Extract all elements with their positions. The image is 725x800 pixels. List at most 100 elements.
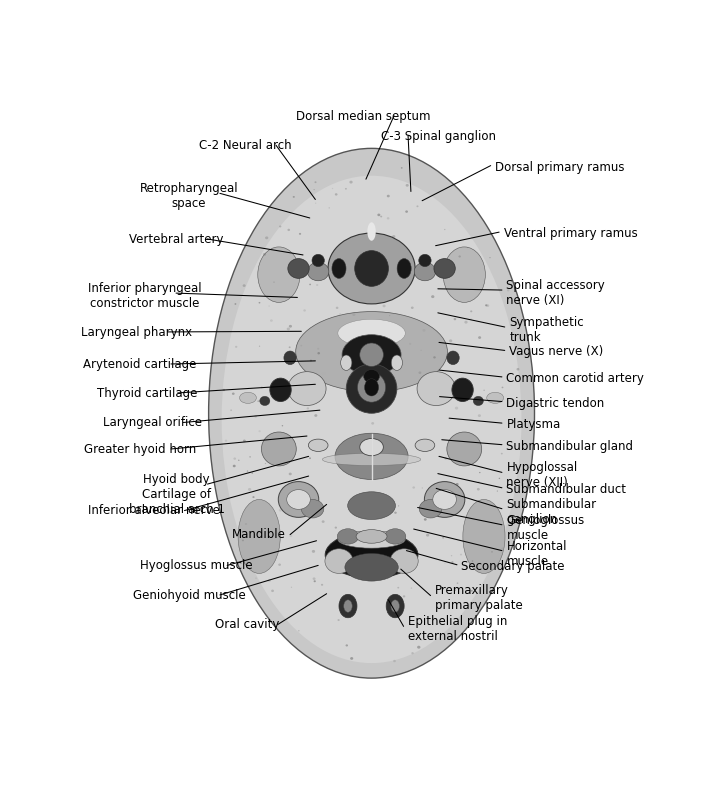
Text: Hyoglossus muscle: Hyoglossus muscle [140,559,252,572]
Ellipse shape [235,346,237,348]
Ellipse shape [291,586,292,588]
Ellipse shape [415,439,435,451]
Ellipse shape [239,392,257,403]
Ellipse shape [287,229,290,231]
Ellipse shape [485,304,487,306]
Ellipse shape [360,438,384,456]
Ellipse shape [303,491,306,494]
Ellipse shape [355,347,358,350]
Ellipse shape [410,587,412,589]
Ellipse shape [322,520,325,523]
Ellipse shape [293,196,295,198]
Ellipse shape [356,530,387,543]
Ellipse shape [501,547,504,550]
Ellipse shape [258,247,300,302]
Ellipse shape [424,518,427,521]
Ellipse shape [308,366,310,368]
Ellipse shape [357,373,386,402]
Ellipse shape [278,563,281,566]
Ellipse shape [387,194,390,198]
Text: Common carotid artery: Common carotid artery [506,372,645,385]
Ellipse shape [463,458,465,461]
Ellipse shape [357,554,360,556]
Ellipse shape [279,509,282,511]
Ellipse shape [375,290,378,293]
Ellipse shape [315,202,316,204]
Ellipse shape [338,319,405,347]
Ellipse shape [238,460,239,461]
Text: Oral cavity: Oral cavity [215,618,279,631]
Ellipse shape [339,313,341,315]
Ellipse shape [431,295,434,298]
Ellipse shape [370,239,373,242]
Ellipse shape [233,465,236,467]
Text: C-2 Neural arch: C-2 Neural arch [199,139,291,152]
Ellipse shape [317,348,319,350]
Ellipse shape [456,483,459,486]
Ellipse shape [458,494,461,497]
Ellipse shape [336,306,339,309]
Ellipse shape [442,537,444,538]
Ellipse shape [312,550,315,553]
Ellipse shape [257,401,259,402]
Ellipse shape [332,258,346,278]
Ellipse shape [282,425,283,426]
Ellipse shape [416,206,418,207]
Ellipse shape [449,339,452,342]
Ellipse shape [286,448,289,450]
Ellipse shape [365,326,367,329]
Ellipse shape [342,334,401,374]
Ellipse shape [328,233,415,304]
Ellipse shape [478,481,480,482]
Ellipse shape [289,473,291,475]
Ellipse shape [426,534,429,537]
Ellipse shape [422,381,425,383]
Ellipse shape [348,467,351,470]
Text: Sympathetic
trunk: Sympathetic trunk [509,316,584,344]
Ellipse shape [414,262,436,281]
Ellipse shape [355,250,389,286]
Ellipse shape [392,235,395,238]
Text: Premaxillary
primary palate: Premaxillary primary palate [435,585,523,613]
Ellipse shape [350,657,353,660]
Ellipse shape [419,499,442,518]
Ellipse shape [309,284,311,286]
Ellipse shape [352,314,355,316]
Ellipse shape [397,258,411,278]
Ellipse shape [231,410,232,411]
Text: C-3 Spinal ganglion: C-3 Spinal ganglion [381,130,497,143]
Ellipse shape [401,167,402,169]
Ellipse shape [516,368,519,370]
Ellipse shape [303,310,306,312]
Ellipse shape [452,378,473,402]
Ellipse shape [347,364,397,414]
Ellipse shape [373,407,375,409]
Ellipse shape [447,432,481,466]
Text: Inferior pharyngeal
constrictor muscle: Inferior pharyngeal constrictor muscle [88,282,202,310]
Ellipse shape [413,486,415,489]
Ellipse shape [464,321,468,324]
Ellipse shape [223,389,225,391]
Ellipse shape [478,336,481,339]
Ellipse shape [457,582,458,584]
Ellipse shape [322,372,326,375]
Ellipse shape [471,318,472,319]
Ellipse shape [359,355,362,357]
Ellipse shape [417,646,420,649]
Ellipse shape [371,422,374,425]
Ellipse shape [434,258,455,278]
Ellipse shape [345,188,347,190]
Ellipse shape [252,472,253,474]
Ellipse shape [391,600,399,612]
Ellipse shape [443,247,485,302]
Ellipse shape [259,302,260,303]
Ellipse shape [420,350,422,351]
Text: Dorsal primary ramus: Dorsal primary ramus [495,161,625,174]
Ellipse shape [335,526,337,529]
Ellipse shape [376,320,378,323]
Ellipse shape [437,378,440,381]
Ellipse shape [310,360,312,362]
Ellipse shape [418,371,421,374]
Ellipse shape [344,600,352,612]
Ellipse shape [270,378,291,402]
